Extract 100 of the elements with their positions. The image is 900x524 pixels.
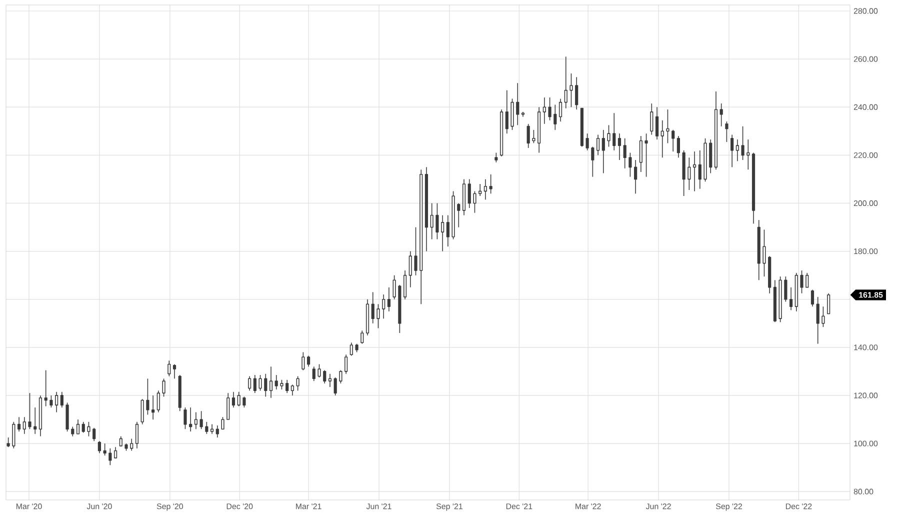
- candlestick: [676, 136, 680, 158]
- candlestick: [253, 374, 256, 394]
- candlestick: [312, 366, 316, 382]
- candlestick: [570, 73, 573, 108]
- candlestick: [532, 130, 536, 144]
- candlestick: [221, 416, 224, 430]
- candlestick: [505, 90, 508, 134]
- candlestick: [350, 342, 353, 356]
- candlestick: [408, 250, 412, 288]
- candlestick: [135, 421, 139, 449]
- candlestick: [152, 395, 155, 420]
- candlestick: [688, 157, 691, 190]
- candlestick: [290, 384, 294, 396]
- candlestick: [725, 121, 728, 142]
- candlestick: [468, 178, 471, 208]
- candlestick: [168, 360, 171, 377]
- candlestick: [698, 150, 702, 190]
- candlestick: [436, 202, 439, 240]
- candlestick: [189, 407, 192, 432]
- candlestick: [650, 103, 654, 136]
- candlestick: [242, 396, 246, 408]
- candlestick: [666, 109, 670, 144]
- candlestick: [82, 421, 85, 434]
- candlestick: [564, 56, 568, 109]
- candlestick: [172, 364, 176, 380]
- candlestick: [639, 136, 642, 172]
- candlestick: [248, 376, 252, 392]
- candlestick: [376, 304, 380, 329]
- candlestick: [644, 133, 648, 178]
- candlestick: [634, 160, 638, 194]
- candlestick: [558, 98, 562, 122]
- candlestick: [660, 120, 664, 158]
- candlestick: [762, 229, 766, 277]
- candlestick: [87, 421, 90, 437]
- candlestick: [232, 391, 236, 408]
- candlestick: [302, 352, 305, 371]
- candlestick: [103, 443, 106, 456]
- candlestick: [28, 392, 32, 430]
- candlestick: [269, 366, 273, 398]
- candlestick: [730, 134, 734, 168]
- candlestick: [119, 436, 122, 446]
- candlestick: [806, 272, 809, 288]
- candlestick: [827, 292, 830, 314]
- candlestick: [146, 378, 150, 416]
- candlestick: [60, 391, 64, 408]
- candlestick: [17, 416, 21, 432]
- candlestick: [296, 376, 300, 392]
- candlestick: [184, 407, 187, 430]
- candlestick: [108, 448, 112, 466]
- candlestick: [457, 202, 460, 228]
- candlestick: [323, 370, 326, 384]
- candlestick: [494, 152, 498, 163]
- candlestick: [720, 103, 723, 127]
- candlestick: [44, 370, 48, 407]
- candlestick: [596, 134, 600, 156]
- candlestick: [414, 226, 418, 276]
- candlestick: [371, 292, 374, 324]
- candlestick: [92, 428, 96, 442]
- candlestick: [264, 373, 268, 398]
- candlestick: [205, 421, 208, 434]
- candlestick: [548, 97, 552, 121]
- candlestick: [618, 133, 622, 160]
- candlestick: [816, 296, 820, 344]
- candlestick: [50, 395, 53, 408]
- candlestick: [612, 112, 616, 151]
- candlestick: [344, 354, 348, 374]
- candlestick: [382, 294, 386, 319]
- candlestick: [12, 421, 16, 449]
- candlestick: [216, 425, 219, 438]
- candlestick: [360, 330, 364, 344]
- candlestick: [784, 276, 788, 302]
- candlestick: [258, 374, 262, 392]
- candlestick: [318, 364, 321, 378]
- candlestick: [130, 438, 134, 452]
- candlestick: [446, 214, 450, 247]
- candlestick: [280, 379, 284, 390]
- candlestick: [22, 416, 26, 434]
- candlestick: [789, 286, 793, 311]
- candlestick: [607, 124, 610, 148]
- candlestick: [6, 437, 10, 448]
- candlestick: [430, 202, 434, 240]
- candlestick: [55, 391, 58, 413]
- candlestick: [672, 130, 675, 152]
- candlestick: [489, 174, 492, 194]
- candlestick: [274, 374, 278, 390]
- candlestick: [692, 151, 696, 192]
- candlestick: [542, 97, 546, 124]
- candlestick: [810, 289, 814, 307]
- candlestick: [328, 373, 332, 388]
- candlestick: [98, 440, 101, 454]
- candlestick: [306, 355, 310, 368]
- candlestick: [162, 378, 166, 398]
- candlestick: [71, 426, 74, 437]
- candlestick: [34, 407, 37, 434]
- candlestick: [140, 398, 144, 425]
- candlestick: [623, 138, 626, 169]
- candlestick: [628, 152, 632, 178]
- candlestick: [736, 139, 739, 162]
- candlestick: [403, 270, 407, 300]
- candlestick: [226, 392, 230, 420]
